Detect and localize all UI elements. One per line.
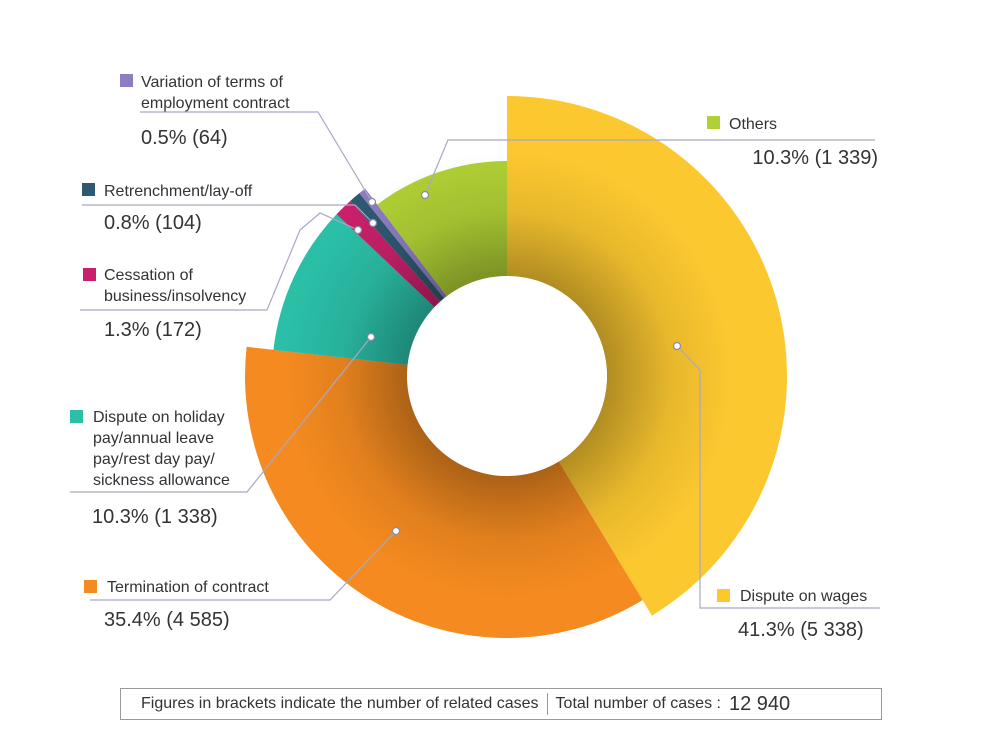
dot-termination — [391, 526, 401, 536]
value-others: 10.3% (1 339) — [752, 147, 878, 169]
footnote-box: Figures in brackets indicate the number … — [120, 688, 882, 720]
footnote-total-value: 12 940 — [728, 692, 791, 715]
footnote-note: Figures in brackets indicate the number … — [141, 695, 539, 712]
label-others: Others — [729, 116, 777, 133]
label-wages: Dispute on wages — [740, 588, 867, 605]
legend-swatch-termination — [84, 580, 97, 593]
footnote-total-label: Total number of cases : — [555, 695, 721, 712]
label-retrenchment: Retrenchment/lay-off — [104, 183, 253, 200]
label-holiday-line-4: sickness allowance — [93, 472, 230, 489]
label-variation-line-1: Variation of terms of — [141, 74, 284, 91]
footnote-divider — [546, 693, 548, 715]
labels-group: Dispute on wages 41.3% (5 338) Termination… — [70, 74, 878, 641]
label-cessation-line-1: Cessation of — [104, 267, 193, 284]
donut-hole — [407, 276, 607, 476]
label-variation-line-2: employment contract — [141, 95, 290, 112]
label-holiday-line-1: Dispute on holiday — [93, 409, 225, 426]
leader-holiday — [70, 336, 372, 493]
leader-wages — [676, 345, 880, 609]
leader-others — [424, 139, 875, 196]
dot-variation — [367, 197, 377, 207]
dot-cessation — [353, 225, 363, 235]
value-variation: 0.5% (64) — [141, 127, 228, 149]
value-cessation: 1.3% (172) — [104, 319, 202, 341]
leader-termination — [90, 530, 397, 601]
legend-swatch-retrenchment — [82, 183, 95, 196]
legend-swatch-wages — [717, 589, 730, 602]
legend-swatch-holiday — [70, 410, 83, 423]
dot-holiday — [366, 332, 376, 342]
label-termination: Termination of contract — [107, 579, 269, 596]
label-holiday-line-3: pay/rest day pay/ — [93, 451, 215, 468]
label-holiday-line-2: pay/annual leave — [93, 430, 214, 447]
value-wages: 41.3% (5 338) — [738, 619, 864, 641]
leader-lines — [70, 111, 880, 609]
dot-wages — [672, 341, 682, 351]
dot-retrenchment — [368, 218, 378, 228]
dot-others — [420, 190, 430, 200]
value-termination: 35.4% (4 585) — [104, 609, 230, 631]
leader-variation — [140, 111, 373, 203]
leader-cessation — [80, 212, 359, 311]
value-retrenchment: 0.8% (104) — [104, 212, 202, 234]
legend-swatch-cessation — [83, 268, 96, 281]
value-holiday: 10.3% (1 338) — [92, 506, 218, 528]
legend-swatch-variation — [120, 74, 133, 87]
legend-swatch-others — [707, 116, 720, 129]
leader-retrenchment — [82, 204, 374, 224]
label-cessation-line-2: business/insolvency — [104, 288, 246, 305]
